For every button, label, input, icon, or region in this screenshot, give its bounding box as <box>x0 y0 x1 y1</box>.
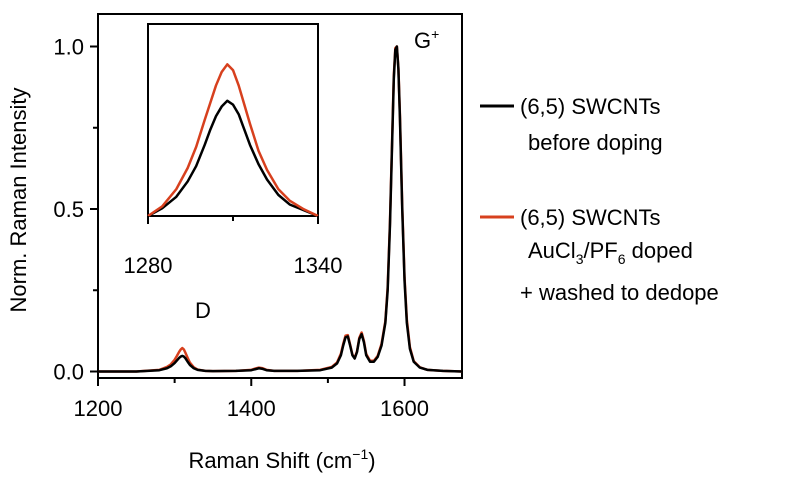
x-tick-label-1600: 1600 <box>380 396 429 421</box>
inset-x-tick-label-1340: 1340 <box>294 253 343 278</box>
inset-series <box>147 63 319 218</box>
main-ticks: 1200 1400 1600 0.0 0.5 1.0 <box>53 35 429 422</box>
annotation-g-plus-peak: G+ <box>414 26 439 53</box>
x-tick-label-1200: 1200 <box>74 396 123 421</box>
inset-series-line-0 <box>147 99 319 218</box>
legend-label-doped-line2: AuCl3/PF6 doped <box>528 238 693 267</box>
x-tick-label-1400: 1400 <box>227 396 276 421</box>
inset-x-tick-label-1280: 1280 <box>124 253 173 278</box>
inset-series-line-1 <box>147 63 319 218</box>
main-series <box>98 45 463 373</box>
y-tick-label-0.5: 0.5 <box>53 197 84 222</box>
inset-ticks: 1280 1340 <box>124 216 343 278</box>
legend: (6,5) SWCNTs before doping (6,5) SWCNTs … <box>480 94 719 305</box>
x-axis-title: Raman Shift (cm−1) <box>188 446 375 473</box>
annotation-d-peak: D <box>195 298 211 323</box>
legend-label-doped-line1: (6,5) SWCNTs <box>520 205 661 230</box>
legend-label-before-doping-line2: before doping <box>528 130 663 155</box>
y-tick-label-1: 1.0 <box>53 35 84 60</box>
inset-frame <box>147 23 319 217</box>
y-tick-label-0: 0.0 <box>53 360 84 385</box>
legend-label-before-doping-line1: (6,5) SWCNTs <box>520 94 661 119</box>
y-axis-title: Norm. Raman Intensity <box>6 88 31 313</box>
series-line-0 <box>98 45 463 373</box>
plot-frame <box>97 13 463 379</box>
legend-label-doped-line3: + washed to dedope <box>520 280 719 305</box>
